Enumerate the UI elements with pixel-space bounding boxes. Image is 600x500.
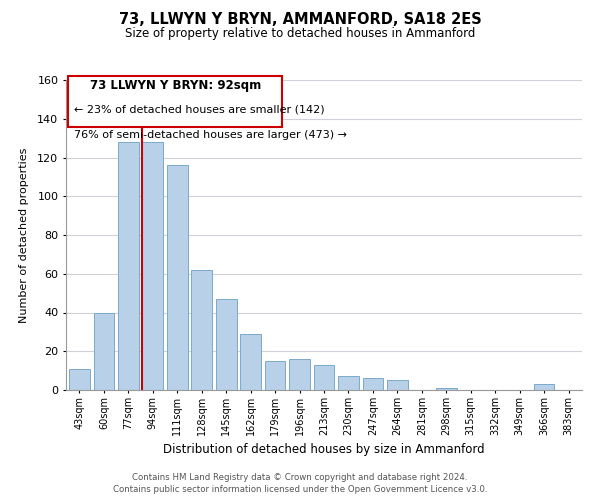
Text: Size of property relative to detached houses in Ammanford: Size of property relative to detached ho…: [125, 28, 475, 40]
Bar: [167, 165, 188, 390]
Bar: [534, 384, 554, 390]
Bar: [191, 270, 212, 390]
Bar: [362, 378, 383, 390]
Text: 73, LLWYN Y BRYN, AMMANFORD, SA18 2ES: 73, LLWYN Y BRYN, AMMANFORD, SA18 2ES: [119, 12, 481, 28]
Bar: [240, 334, 261, 390]
Text: 73 LLWYN Y BRYN: 92sqm: 73 LLWYN Y BRYN: 92sqm: [90, 79, 261, 92]
Text: ← 23% of detached houses are smaller (142): ← 23% of detached houses are smaller (14…: [74, 104, 324, 114]
Bar: [314, 365, 334, 390]
Bar: [338, 376, 359, 390]
Bar: [142, 142, 163, 390]
Bar: [118, 142, 139, 390]
FancyBboxPatch shape: [68, 76, 283, 126]
Y-axis label: Number of detached properties: Number of detached properties: [19, 148, 29, 322]
Bar: [436, 388, 457, 390]
Text: Contains HM Land Registry data © Crown copyright and database right 2024.
Contai: Contains HM Land Registry data © Crown c…: [113, 472, 487, 494]
Text: 76% of semi-detached houses are larger (473) →: 76% of semi-detached houses are larger (…: [74, 130, 347, 140]
Bar: [94, 312, 114, 390]
X-axis label: Distribution of detached houses by size in Ammanford: Distribution of detached houses by size …: [163, 444, 485, 456]
Bar: [216, 299, 236, 390]
Bar: [387, 380, 408, 390]
Bar: [69, 368, 90, 390]
Bar: [265, 361, 286, 390]
Bar: [289, 359, 310, 390]
